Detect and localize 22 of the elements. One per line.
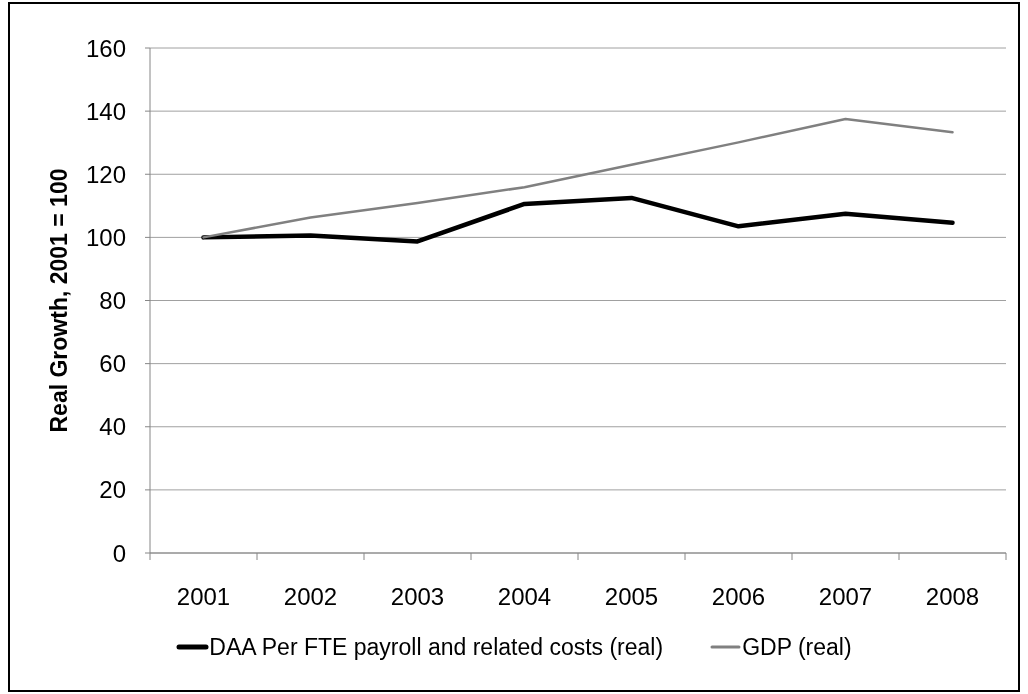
y-tick-label: 160 bbox=[85, 34, 126, 62]
y-tick-label: 80 bbox=[99, 287, 126, 315]
y-tick-label: 120 bbox=[85, 160, 126, 188]
x-tick-label: 2001 bbox=[176, 583, 231, 610]
x-tick-label: 2006 bbox=[711, 583, 766, 610]
y-tick-label: 100 bbox=[85, 223, 126, 251]
x-tick-label: 2003 bbox=[390, 583, 445, 610]
legend-label: DAA Per FTE payroll and related costs (real) bbox=[209, 633, 664, 661]
x-tick-label: 2002 bbox=[283, 583, 338, 610]
y-axis-title: Real Growth, 2001 = 100 bbox=[45, 168, 72, 433]
line-series bbox=[201, 195, 955, 244]
x-tick-label: 2005 bbox=[604, 583, 659, 610]
y-tick-label: 0 bbox=[112, 539, 126, 567]
y-tick-label: 140 bbox=[85, 97, 126, 125]
y-tick-label: 40 bbox=[99, 413, 126, 441]
x-tick-label: 2007 bbox=[818, 583, 873, 610]
x-tick-label: 2008 bbox=[925, 583, 980, 610]
line-series bbox=[202, 117, 954, 239]
x-tick-label: 2004 bbox=[497, 583, 552, 610]
legend-label: GDP (real) bbox=[742, 633, 852, 661]
y-tick-label: 60 bbox=[99, 350, 126, 378]
y-tick-label: 20 bbox=[99, 476, 126, 504]
